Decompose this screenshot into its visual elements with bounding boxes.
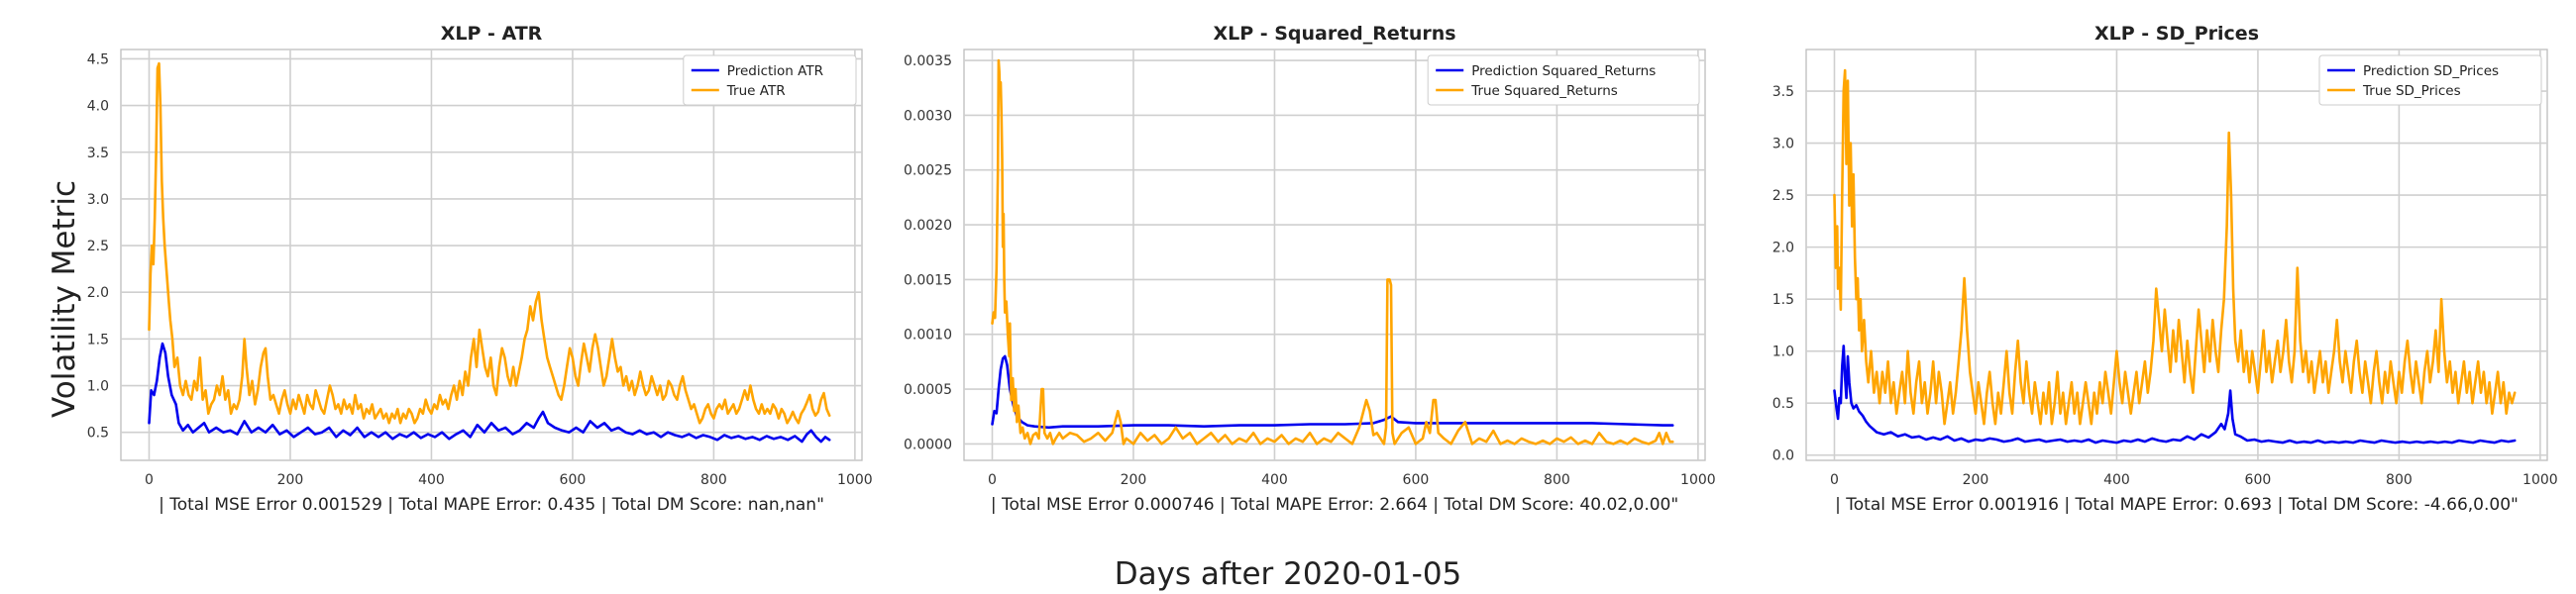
y-tick-label: 0.0025 xyxy=(904,163,952,179)
series-line-prediction xyxy=(1833,345,2517,445)
y-tick-label: 0.0 xyxy=(1772,448,1794,464)
y-tick-label: 2.5 xyxy=(87,239,109,254)
series-line-prediction xyxy=(148,342,831,444)
figure-ylabel: Volatility Metric xyxy=(47,180,82,418)
y-tick-label: 0.0020 xyxy=(904,218,952,234)
y-tick-label: 1.5 xyxy=(1772,292,1794,308)
legend-label: Prediction ATR xyxy=(727,63,823,79)
y-tick-label: 3.5 xyxy=(87,146,109,161)
x-tick-label: 200 xyxy=(1963,472,1989,488)
legend-box xyxy=(1427,54,1700,106)
plot-area xyxy=(963,49,1706,461)
series-line-true xyxy=(1833,68,2517,426)
y-tick-label: 0.5 xyxy=(87,426,109,442)
y-tick-label: 4.0 xyxy=(87,99,109,115)
x-tick-label: 0 xyxy=(1830,472,1839,488)
x-tick-label: 800 xyxy=(2386,472,2413,488)
x-tick-label: 800 xyxy=(700,472,727,488)
x-tick-label: 800 xyxy=(1544,472,1570,488)
legend-label: True SD_Prices xyxy=(2362,83,2461,99)
plot-title: XLP - SD_Prices xyxy=(2094,23,2259,45)
legend: Prediction Squared_Returns True Squared_R… xyxy=(1427,54,1700,106)
y-tick-label: 1.0 xyxy=(1772,345,1794,360)
plot-caption: | Total MSE Error 0.001529 | Total MAPE … xyxy=(159,495,824,515)
x-tick-label: 200 xyxy=(277,472,304,488)
subplot-2: 0 200 400 600 800 1000 0.0000 0.0005 0.0010 0.001… xyxy=(904,23,1716,515)
legend: Prediction SD_Prices True SD_Prices xyxy=(2318,54,2542,106)
subplot-1: 0 200 400 600 800 1000 0.5 1.0 1.5 2.0 2.5 3.0 3.5 4.… xyxy=(87,23,873,515)
x-tick-label: 1000 xyxy=(2522,472,2558,488)
x-tick-label: 0 xyxy=(145,472,154,488)
x-tick-label: 1000 xyxy=(837,472,873,488)
x-tick-label: 600 xyxy=(2245,472,2272,488)
y-tick-label: 2.0 xyxy=(87,285,109,301)
y-tick-label: 0.0035 xyxy=(904,53,952,69)
plot-area xyxy=(120,49,863,461)
y-tick-label: 3.0 xyxy=(87,192,109,208)
y-tick-label: 0.5 xyxy=(1772,396,1794,412)
x-tick-label: 600 xyxy=(1403,472,1430,488)
x-tick-label: 0 xyxy=(988,472,997,488)
series-line-prediction xyxy=(991,354,1674,430)
legend: Prediction ATR True ATR xyxy=(683,54,857,106)
y-tick-label: 1.0 xyxy=(87,379,109,395)
y-tick-label: 3.0 xyxy=(1772,137,1794,152)
legend-label: Prediction SD_Prices xyxy=(2363,63,2499,79)
plot-title: XLP - Squared_Returns xyxy=(1213,23,1455,45)
y-tick-label: 0.0010 xyxy=(904,328,952,344)
y-tick-label: 2.5 xyxy=(1772,188,1794,204)
legend-box xyxy=(683,54,857,106)
series-line-true xyxy=(148,61,831,425)
figure-xlabel: Days after 2020-01-05 xyxy=(1115,556,1462,592)
legend-label: True Squared_Returns xyxy=(1470,83,1618,99)
y-tick-label: 1.5 xyxy=(87,332,109,347)
x-tick-label: 600 xyxy=(560,472,587,488)
y-tick-label: 0.0005 xyxy=(904,382,952,398)
plot-title: XLP - ATR xyxy=(441,23,543,45)
legend-box xyxy=(2318,54,2542,106)
legend-label: Prediction Squared_Returns xyxy=(1471,63,1656,79)
x-tick-label: 200 xyxy=(1121,472,1147,488)
subplot-3: 0 200 400 600 800 1000 0.0 0.5 1.0 1.5 2.0 2.5 3.0 3.… xyxy=(1772,23,2558,515)
y-tick-label: 3.5 xyxy=(1772,84,1794,100)
x-tick-label: 400 xyxy=(418,472,445,488)
plot-caption: | Total MSE Error 0.000746 | Total MAPE … xyxy=(991,495,1678,515)
x-tick-label: 400 xyxy=(1261,472,1288,488)
legend-label: True ATR xyxy=(726,83,786,99)
y-tick-label: 4.5 xyxy=(87,51,109,67)
x-tick-label: 1000 xyxy=(1680,472,1716,488)
series-line-true xyxy=(991,58,1674,446)
y-tick-label: 0.0000 xyxy=(904,437,952,452)
y-tick-label: 0.0015 xyxy=(904,272,952,288)
x-tick-label: 400 xyxy=(2103,472,2130,488)
y-tick-label: 2.0 xyxy=(1772,241,1794,256)
plot-area xyxy=(1805,49,2548,461)
y-tick-label: 0.0030 xyxy=(904,108,952,124)
plot-caption: | Total MSE Error 0.001916 | Total MAPE … xyxy=(1835,495,2519,515)
